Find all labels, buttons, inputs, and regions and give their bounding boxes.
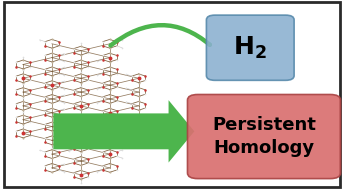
FancyBboxPatch shape bbox=[187, 94, 341, 179]
FancyBboxPatch shape bbox=[206, 15, 294, 80]
Polygon shape bbox=[53, 100, 194, 163]
Text: $\mathbf{H_2}$: $\mathbf{H_2}$ bbox=[233, 35, 267, 61]
FancyArrowPatch shape bbox=[110, 25, 210, 46]
Text: Persistent
Homology: Persistent Homology bbox=[212, 116, 316, 157]
